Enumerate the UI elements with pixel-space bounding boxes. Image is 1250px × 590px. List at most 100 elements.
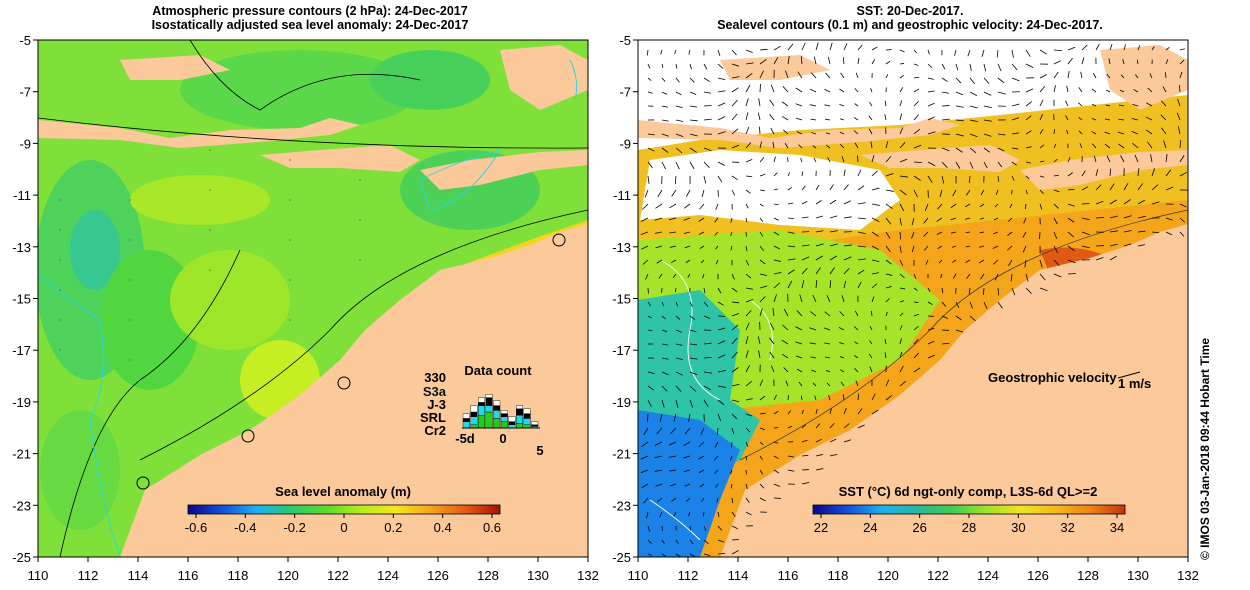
velocity-arrow — [701, 497, 705, 502]
data-count-bar-segment — [478, 415, 486, 429]
velocity-arrow — [1025, 175, 1030, 180]
colorbar-tick-label: 34 — [1110, 520, 1124, 535]
velocity-arrow — [641, 245, 649, 250]
velocity-arrow — [1053, 49, 1062, 52]
velocity-arrow — [941, 315, 949, 319]
sst-map-panel[interactable] — [638, 40, 1188, 557]
velocity-arrow — [1177, 98, 1181, 107]
data-count-bar-segment — [500, 413, 508, 418]
velocity-arrow — [642, 259, 649, 265]
velocity-arrow — [687, 273, 691, 278]
velocity-arrow — [647, 77, 652, 81]
velocity-arrow — [969, 133, 978, 138]
velocity-arrow — [683, 469, 691, 472]
velocity-arrow — [717, 327, 726, 331]
velocity-arrow — [661, 63, 664, 69]
velocity-arrow — [787, 245, 796, 248]
velocity-arrow — [731, 351, 738, 359]
velocity-arrow — [857, 44, 863, 51]
velocity-arrow — [1179, 48, 1186, 51]
velocity-arrow — [1039, 49, 1048, 55]
tide-gauge-markers[interactable] — [136, 233, 566, 490]
velocity-arrow — [868, 115, 873, 121]
velocity-arrow — [842, 57, 845, 65]
velocity-arrow — [871, 187, 880, 191]
velocity-arrow — [717, 370, 726, 373]
velocity-arrow — [657, 189, 663, 198]
velocity-arrow — [759, 412, 766, 415]
velocity-arrow — [703, 105, 712, 107]
velocity-arrow — [675, 315, 681, 320]
velocity-arrow — [661, 371, 669, 376]
velocity-arrow — [661, 301, 665, 306]
sla-anomaly-patches — [38, 50, 540, 530]
velocity-arrow — [969, 105, 978, 109]
velocity-arrow — [659, 413, 663, 422]
velocity-arrow — [1025, 101, 1033, 107]
velocity-arrow — [703, 356, 712, 359]
velocity-arrow — [969, 161, 974, 169]
velocity-arrow — [645, 273, 649, 280]
velocity-arrow — [839, 103, 845, 107]
velocity-arrow — [1176, 112, 1181, 121]
velocity-arrow — [1095, 184, 1102, 191]
velocity-arrow — [1161, 100, 1167, 107]
velocity-arrow — [717, 287, 722, 294]
velocity-arrow — [703, 91, 712, 94]
velocity-arrow — [827, 56, 831, 65]
velocity-arrow — [1133, 89, 1139, 93]
data-count-tick: -5d — [455, 431, 475, 446]
velocity-arrow — [731, 337, 738, 345]
velocity-arrow — [843, 43, 848, 51]
velocity-arrow — [857, 57, 860, 65]
velocity-arrow — [1160, 114, 1167, 121]
velocity-arrow — [1025, 203, 1027, 210]
velocity-arrow — [885, 395, 893, 401]
sst-cloud-mask — [640, 150, 900, 230]
velocity-arrow — [745, 189, 751, 194]
velocity-arrow — [782, 116, 789, 121]
velocity-arrow — [731, 189, 736, 196]
velocity-arrow — [675, 161, 680, 170]
velocity-arrow — [745, 310, 752, 317]
velocity-arrow — [1091, 131, 1097, 135]
velocity-arrow — [927, 102, 935, 107]
velocity-arrow — [815, 243, 824, 247]
velocity-arrow — [839, 143, 845, 149]
velocity-arrow — [965, 259, 971, 263]
velocity-arrow — [800, 157, 803, 163]
data-count-bar-segment — [462, 418, 470, 422]
velocity-arrow — [937, 203, 943, 210]
velocity-arrow — [899, 100, 903, 107]
velocity-arrow — [955, 133, 964, 137]
velocity-arrow — [745, 413, 753, 417]
velocity-arrow — [955, 91, 964, 96]
velocity-arrow — [1011, 147, 1019, 150]
velocity-arrow — [782, 353, 789, 359]
velocity-arrow — [655, 245, 663, 249]
lon-tick-label: 130 — [1127, 568, 1149, 583]
velocity-arrow — [1025, 287, 1032, 294]
velocity-arrow — [683, 217, 691, 221]
data-count-bar-segment — [531, 424, 539, 427]
velocity-arrow — [689, 105, 698, 108]
tide-gauge-marker — [136, 476, 150, 490]
velocity-arrow — [927, 63, 933, 68]
velocity-arrow — [783, 367, 789, 373]
velocity-arrow — [745, 299, 754, 303]
velocity-arrow — [689, 301, 693, 307]
velocity-arrow — [689, 133, 698, 137]
colorbar-tick-label: 0.4 — [434, 520, 452, 535]
sla-map-panel[interactable] — [35, 40, 588, 557]
velocity-arrow — [801, 185, 806, 191]
velocity-arrow — [980, 189, 985, 196]
velocity-arrow — [997, 161, 1003, 168]
velocity-arrow — [1091, 88, 1097, 93]
velocity-arrow — [954, 49, 957, 56]
velocity-arrow — [913, 352, 920, 359]
velocity-arrow — [854, 310, 859, 317]
velocity-arrow — [703, 385, 712, 391]
velocity-arrow — [965, 245, 971, 248]
velocity-arrow — [927, 327, 935, 331]
data-count-bar-segment — [485, 405, 493, 413]
